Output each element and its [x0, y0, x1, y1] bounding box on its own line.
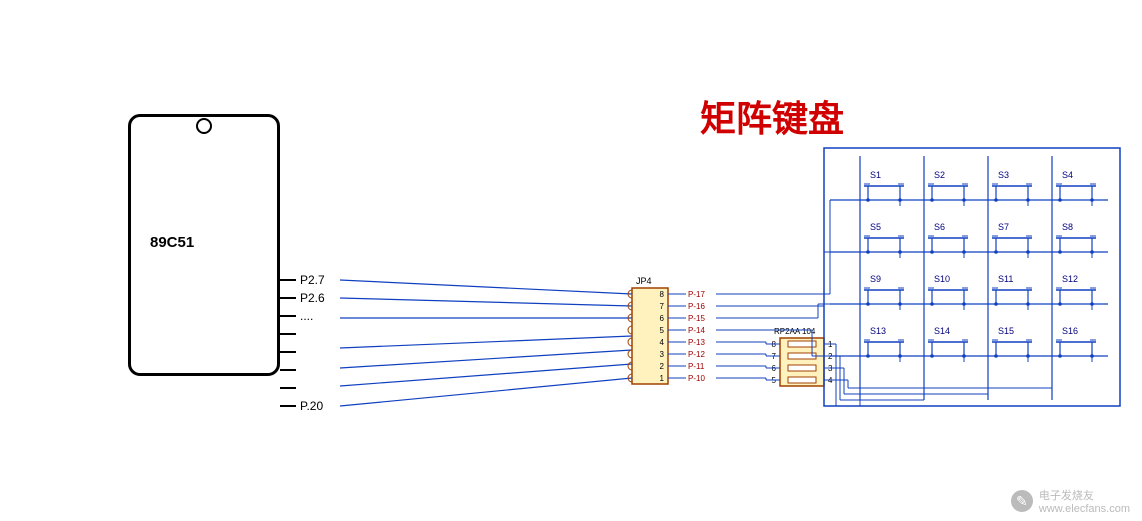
svg-text:S15: S15 [998, 326, 1014, 336]
svg-text:7: 7 [660, 302, 665, 311]
svg-text:P-17: P-17 [688, 290, 705, 299]
svg-text:S9: S9 [870, 274, 881, 284]
svg-text:P-14: P-14 [688, 326, 705, 335]
svg-text:S10: S10 [934, 274, 950, 284]
schematic-plane: P2.7 P2.6.... P.20 JP4 8 P-17 7 P-16 6 P-15 5 P-14 4… [0, 0, 1142, 521]
svg-text:5: 5 [660, 326, 665, 335]
svg-text:3: 3 [660, 350, 665, 359]
svg-text:P-13: P-13 [688, 338, 705, 347]
svg-text:2: 2 [660, 362, 665, 371]
svg-text:P-10: P-10 [688, 374, 705, 383]
svg-text:S8: S8 [1062, 222, 1073, 232]
watermark-url: www.elecfans.com [1039, 503, 1130, 515]
svg-text:P-11: P-11 [688, 362, 705, 371]
svg-text:4: 4 [660, 338, 665, 347]
svg-text:8: 8 [660, 290, 665, 299]
svg-text:P-16: P-16 [688, 302, 705, 311]
svg-text:P-15: P-15 [688, 314, 705, 323]
watermark: ✎ 电子发烧友 www.elecfans.com [1011, 487, 1130, 515]
svg-text:S13: S13 [870, 326, 886, 336]
svg-text:S16: S16 [1062, 326, 1078, 336]
svg-text:P2.7: P2.7 [300, 273, 325, 287]
svg-text:P-12: P-12 [688, 350, 705, 359]
svg-text:JP4: JP4 [636, 276, 652, 286]
svg-text:S6: S6 [934, 222, 945, 232]
svg-text:P.20: P.20 [300, 399, 323, 413]
svg-text:S4: S4 [1062, 170, 1073, 180]
svg-text:S7: S7 [998, 222, 1009, 232]
svg-text:S1: S1 [870, 170, 881, 180]
svg-text:S11: S11 [998, 274, 1013, 284]
svg-text:S5: S5 [870, 222, 881, 232]
watermark-cn: 电子发烧友 [1039, 490, 1094, 502]
svg-text:S3: S3 [998, 170, 1009, 180]
svg-text:P2.6: P2.6 [300, 291, 325, 305]
svg-text:....: .... [300, 309, 313, 323]
svg-text:S2: S2 [934, 170, 945, 180]
svg-text:S14: S14 [934, 326, 950, 336]
svg-text:RP2AA 104: RP2AA 104 [774, 327, 816, 336]
svg-text:S12: S12 [1062, 274, 1078, 284]
svg-text:6: 6 [660, 314, 665, 323]
svg-text:1: 1 [660, 374, 665, 383]
watermark-icon: ✎ [1011, 490, 1033, 512]
